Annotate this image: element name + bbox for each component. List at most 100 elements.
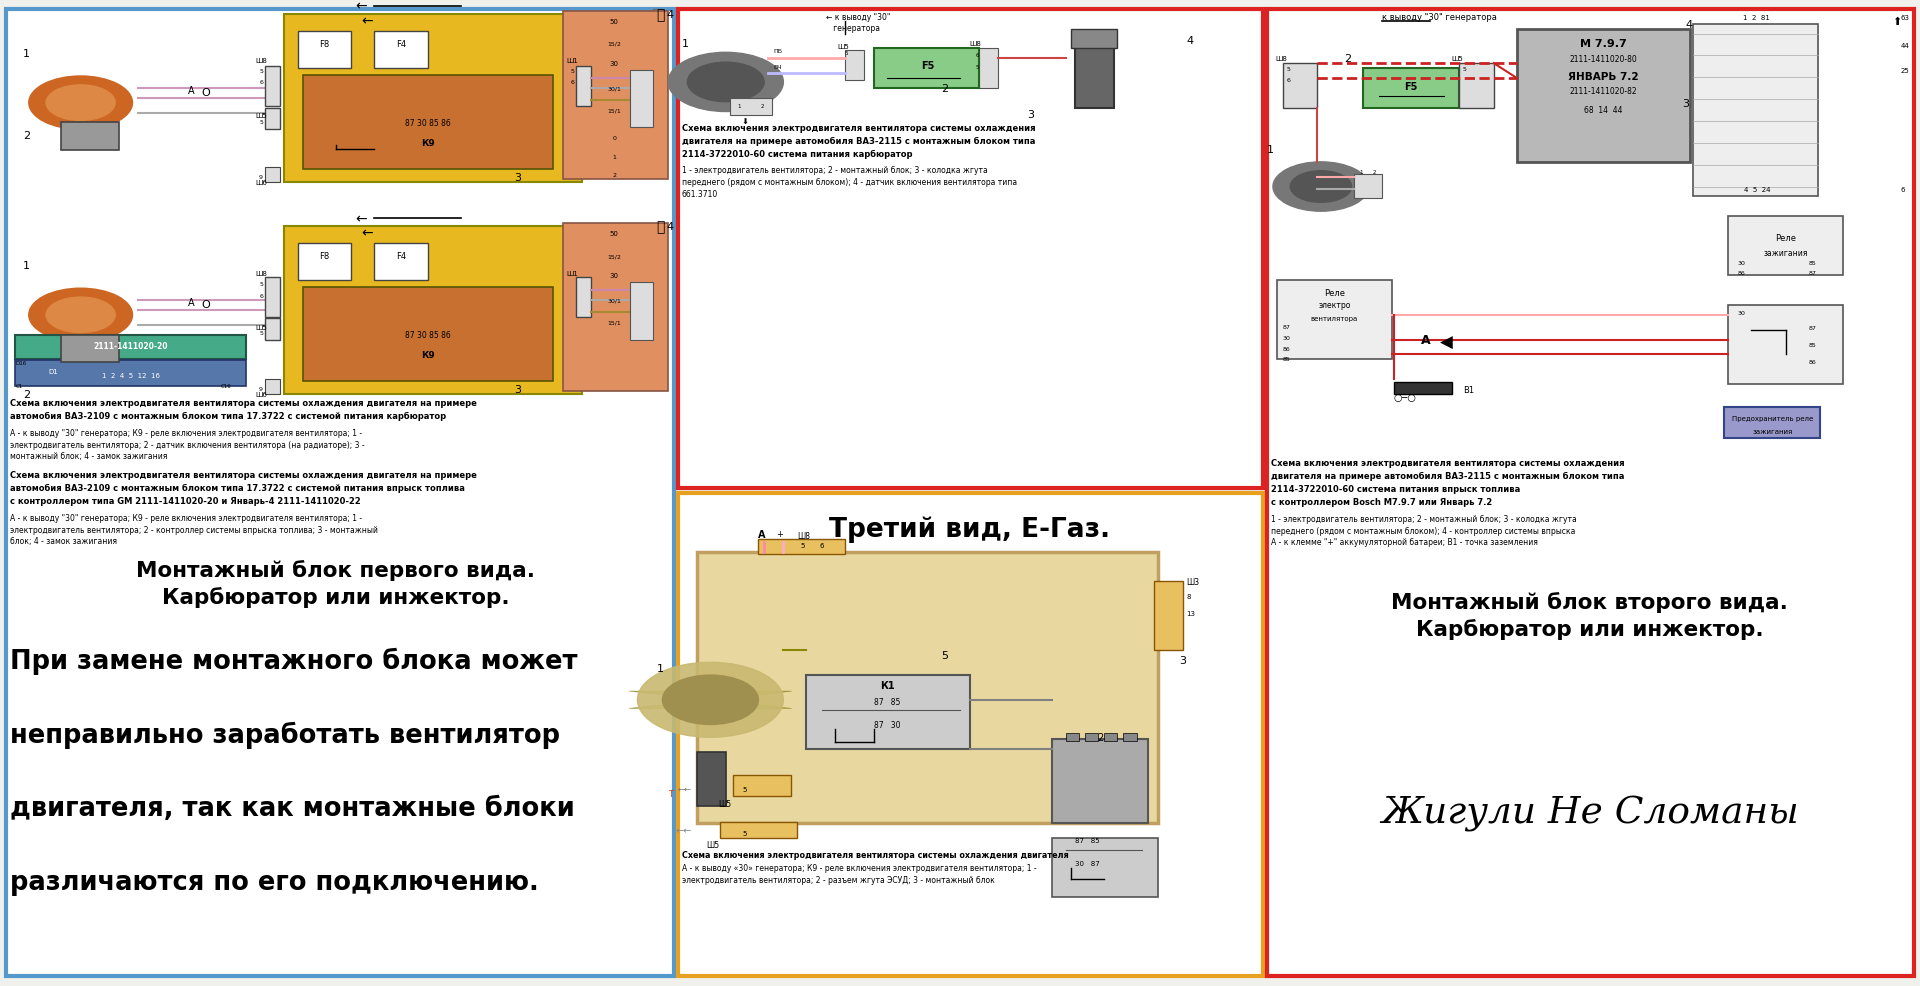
Text: 85: 85: [1809, 342, 1816, 348]
Text: ←: ←: [355, 0, 367, 14]
Text: автомобия ВАЗ-2109 с монтажным блоком типа 17.3722 с системой питания карбюратор: автомобия ВАЗ-2109 с монтажным блоком ти…: [10, 411, 445, 421]
Text: генератора: генератора: [826, 24, 879, 34]
Text: В1: В1: [1463, 386, 1475, 395]
Bar: [720, 822, 797, 838]
Text: 50: 50: [611, 19, 618, 25]
Text: C1: C1: [15, 384, 23, 389]
Text: 6: 6: [820, 542, 824, 548]
Text: ←←: ←←: [676, 825, 691, 835]
Text: зажигания: зажигания: [1763, 248, 1809, 258]
Bar: [678, 493, 1263, 976]
Text: Карбюратор или инжектор.: Карбюратор или инжектор.: [161, 586, 511, 607]
Circle shape: [1290, 172, 1352, 203]
Text: Ш5: Ш5: [1452, 56, 1463, 62]
Text: 0: 0: [612, 135, 616, 141]
Text: 85: 85: [1283, 356, 1290, 362]
Text: 3: 3: [515, 173, 522, 182]
Text: 30   87: 30 87: [1075, 860, 1100, 866]
Bar: [265, 168, 280, 182]
Text: 9: 9: [259, 387, 263, 392]
Text: 1 - электродвигатель вентилятора; 2 - монтажный блок; 3 - колодка жгута: 1 - электродвигатель вентилятора; 2 - мо…: [682, 166, 987, 176]
Text: 4  5  24: 4 5 24: [1743, 186, 1770, 192]
Text: 1  2  4  5  12  16: 1 2 4 5 12 16: [102, 373, 159, 379]
Text: Ш5: Ш5: [255, 324, 267, 330]
Text: с контроллером типа GM 2111-1411020-20 и Январь-4 2111-1411020-22: с контроллером типа GM 2111-1411020-20 и…: [10, 496, 361, 506]
Text: 4: 4: [666, 10, 674, 20]
Text: ⚿: ⚿: [657, 8, 664, 22]
Text: 68  14  44: 68 14 44: [1584, 106, 1622, 115]
Circle shape: [637, 663, 783, 738]
Bar: [298, 32, 351, 69]
Text: 15/2: 15/2: [607, 41, 622, 47]
Text: 3: 3: [1179, 656, 1187, 666]
Text: 30: 30: [1283, 335, 1290, 341]
Bar: [576, 278, 591, 317]
Bar: [1459, 64, 1494, 108]
Text: 3: 3: [1027, 110, 1035, 120]
Bar: [6, 10, 674, 976]
Text: А - к клемме "+" аккумуляторной батареи; В1 - точка заземления: А - к клемме "+" аккумуляторной батареи;…: [1271, 537, 1538, 547]
Bar: [1104, 734, 1117, 741]
Text: 5: 5: [259, 281, 263, 287]
Bar: [874, 49, 979, 89]
Text: 86: 86: [1283, 346, 1290, 352]
Text: 4: 4: [1187, 36, 1194, 46]
Text: Реле: Реле: [1776, 234, 1795, 244]
Text: 15/1: 15/1: [607, 319, 622, 325]
Text: Жигули Не Сломаны: Жигули Не Сломаны: [1380, 796, 1799, 831]
Text: 5: 5: [845, 50, 849, 56]
Text: F8: F8: [319, 251, 330, 261]
Text: 1: 1: [1359, 170, 1363, 176]
Text: ◀: ◀: [1440, 333, 1453, 351]
Text: блок; 4 - замок зажигания: блок; 4 - замок зажигания: [10, 536, 117, 546]
Polygon shape: [630, 691, 710, 700]
Text: 5: 5: [1286, 66, 1290, 72]
Bar: [61, 335, 119, 363]
Bar: [15, 361, 246, 387]
Text: Ш5: Ш5: [255, 113, 267, 119]
Text: ←←: ←←: [678, 784, 691, 794]
Text: T: T: [668, 789, 674, 799]
Bar: [265, 380, 280, 394]
Polygon shape: [710, 700, 791, 709]
Text: 2111-1411020-80: 2111-1411020-80: [1569, 54, 1638, 64]
Text: 15/1: 15/1: [607, 107, 622, 113]
Bar: [845, 51, 864, 81]
Text: 661.3710: 661.3710: [682, 189, 718, 199]
Text: 1: 1: [682, 39, 689, 49]
Text: ПБ: ПБ: [774, 48, 783, 54]
Text: 2: 2: [1344, 54, 1352, 64]
Bar: [1728, 217, 1843, 276]
Text: Реле: Реле: [1325, 288, 1344, 298]
Text: 6: 6: [975, 52, 979, 58]
Text: 87: 87: [1809, 270, 1816, 276]
Text: Ш6: Ш6: [255, 179, 267, 185]
Text: А: А: [1421, 333, 1430, 347]
Text: ←: ←: [361, 227, 372, 241]
Text: 2: 2: [1096, 733, 1104, 742]
Text: ⚿: ⚿: [657, 220, 664, 234]
Text: 86: 86: [1738, 270, 1745, 276]
Text: Схема включения электродвигателя вентилятора системы охлаждения: Схема включения электродвигателя вентиля…: [682, 123, 1035, 133]
Text: 6: 6: [259, 293, 263, 299]
Text: F5: F5: [922, 61, 933, 71]
Text: 85: 85: [1809, 260, 1816, 266]
Bar: [1066, 734, 1079, 741]
Text: ⬇: ⬇: [741, 117, 749, 127]
Text: 2: 2: [1373, 170, 1377, 176]
Bar: [1052, 838, 1158, 897]
Text: Схема включения электродвигателя вентилятора системы охлаждения: Схема включения электродвигателя вентиля…: [1271, 458, 1624, 468]
Text: F8: F8: [319, 39, 330, 49]
Text: Схема включения электродвигателя вентилятора системы охлаждения двигателя на при: Схема включения электродвигателя вентиля…: [10, 470, 476, 480]
Text: 2111-1411020-20: 2111-1411020-20: [94, 341, 167, 351]
Bar: [303, 76, 553, 170]
Text: 87   85: 87 85: [874, 697, 900, 707]
Text: 30: 30: [1738, 311, 1745, 317]
Text: 3: 3: [1682, 99, 1690, 108]
Bar: [265, 318, 280, 340]
Text: 30: 30: [611, 61, 618, 67]
Text: монтажный блок; 4 - замок зажигания: монтажный блок; 4 - замок зажигания: [10, 452, 167, 461]
Text: 13: 13: [1187, 610, 1196, 616]
Text: 30/1: 30/1: [607, 298, 622, 304]
Bar: [979, 49, 998, 89]
